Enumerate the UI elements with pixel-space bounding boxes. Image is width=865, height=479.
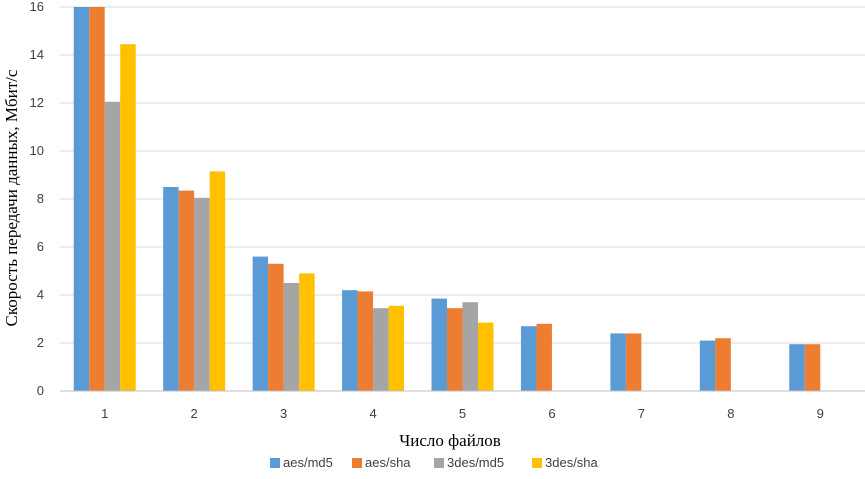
legend-label: aes/md5 [283,455,333,470]
bar-aes-sha-7 [625,333,642,391]
y-tick-label: 10 [30,143,44,158]
bars [73,7,821,392]
bar-3des-md5-5 [462,302,478,391]
bar-aes-sha-5 [447,308,463,391]
bar-aes-sha-1 [89,7,105,391]
legend-label: 3des/md5 [447,455,504,470]
x-tick-label: 8 [727,406,734,421]
bar-3des-md5-3 [283,283,300,391]
bar-aes-sha-6 [536,323,552,391]
legend-item: aes/md5 [270,455,333,470]
bar-3des-md5-4 [373,308,389,391]
y-tick-label: 0 [37,383,44,398]
bar-aes-sha-4 [357,291,374,391]
bar-3des-md5-2 [194,197,210,391]
bar-aes-sha-9 [804,344,821,391]
bar-aes-md5-6 [520,326,537,391]
bar-3des-sha-4 [388,305,405,391]
bar-aes-sha-2 [178,190,195,391]
x-tick-label: 7 [638,406,645,421]
y-axis-title: Скорость передачи данных, Мбит/с [2,69,21,326]
y-tick-labels: 0 2 4 6 8 10 12 14 16 [30,0,44,398]
bar-3des-sha-1 [120,44,136,391]
legend-label: 3des/sha [545,455,599,470]
x-tick-label: 4 [369,406,376,421]
bar-aes-md5-1 [73,7,90,391]
legend-swatch [352,458,362,468]
x-tick-label: 1 [101,406,108,421]
x-tick-labels: 1 2 3 4 5 6 7 8 9 [101,406,824,421]
bar-aes-md5-3 [252,256,269,391]
bar-3des-sha-3 [299,273,315,391]
bar-aes-md5-2 [163,187,179,391]
legend-swatch [434,458,444,468]
bar-aes-sha-3 [268,263,284,391]
legend: aes/md5 aes/sha 3des/md5 3des/sha [270,455,599,470]
legend-label: aes/sha [365,455,411,470]
legend-item: aes/sha [352,455,411,470]
x-tick-label: 5 [459,406,466,421]
bar-aes-md5-7 [610,333,626,391]
bar-aes-md5-9 [789,344,805,391]
x-tick-label: 2 [191,406,198,421]
x-tick-label: 3 [280,406,287,421]
y-tick-label: 14 [30,47,44,62]
bar-aes-md5-4 [342,290,358,391]
bar-aes-sha-8 [715,338,731,391]
legend-item: 3des/md5 [434,455,504,470]
y-tick-label: 12 [30,95,44,110]
bar-3des-md5-1 [104,101,121,392]
x-axis-title: Число файлов [399,431,501,450]
y-tick-label: 2 [37,335,44,350]
legend-swatch [270,458,280,468]
y-tick-label: 6 [37,239,44,254]
bar-aes-md5-8 [699,340,716,391]
y-tick-label: 16 [30,0,44,14]
y-tick-label: 8 [37,191,44,206]
x-tick-label: 6 [548,406,555,421]
bar-3des-sha-2 [209,171,226,391]
y-tick-label: 4 [37,287,44,302]
bar-aes-md5-5 [431,298,447,391]
legend-swatch [532,458,542,468]
bar-3des-sha-5 [478,322,494,391]
legend-item: 3des/sha [532,455,599,470]
x-tick-label: 9 [817,406,824,421]
